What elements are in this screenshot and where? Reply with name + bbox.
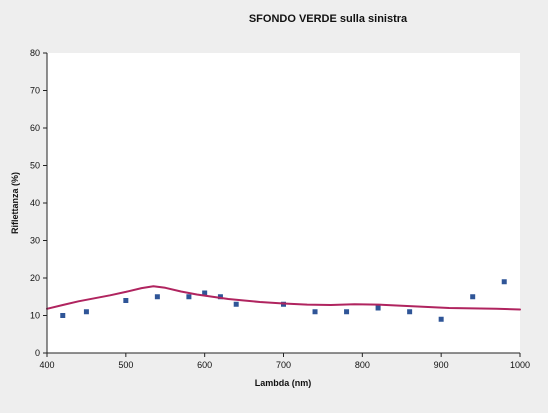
x-tick-label: 400 — [39, 360, 54, 370]
data-point-marker — [438, 316, 444, 322]
data-point-marker — [375, 305, 381, 311]
y-tick-label: 60 — [30, 123, 40, 133]
y-tick-label: 30 — [30, 236, 40, 246]
data-point-marker — [186, 294, 192, 300]
series-line — [46, 285, 521, 311]
x-tick-label: 500 — [118, 360, 133, 370]
data-point-marker — [312, 309, 318, 315]
data-point-marker — [344, 309, 350, 315]
data-point-marker — [407, 309, 413, 315]
x-tick-label: 800 — [355, 360, 370, 370]
x-tick-label: 700 — [276, 360, 291, 370]
y-tick-label: 40 — [30, 198, 40, 208]
data-point-marker — [217, 294, 223, 300]
data-point-marker — [154, 294, 160, 300]
x-tick-label: 600 — [197, 360, 212, 370]
y-tick-label: 10 — [30, 311, 40, 321]
y-tick-label: 70 — [30, 86, 40, 96]
y-axis-label: Riflettanza (%) — [10, 172, 20, 234]
data-point-marker — [501, 279, 507, 285]
data-point-marker — [83, 309, 89, 315]
x-tick-label: 900 — [434, 360, 449, 370]
y-tick-label: 20 — [30, 273, 40, 283]
x-axis-label: Lambda (nm) — [255, 378, 312, 388]
data-point-marker — [470, 294, 476, 300]
y-tick-label: 50 — [30, 161, 40, 171]
y-tick-label: 0 — [35, 348, 40, 358]
data-point-marker — [60, 313, 66, 318]
data-point-marker — [123, 298, 129, 303]
data-point-marker — [233, 301, 239, 307]
y-tick-label: 80 — [30, 48, 40, 58]
chart-title: SFONDO VERDE sulla sinistra — [249, 13, 408, 25]
series-layer — [46, 279, 521, 322]
data-point-marker — [202, 290, 208, 296]
axis-ticks: 0 10 20 30 40 50 60 70 80 400 500 600 700 800 900 1000 — [30, 48, 530, 370]
x-tick-label: 1000 — [510, 360, 530, 370]
